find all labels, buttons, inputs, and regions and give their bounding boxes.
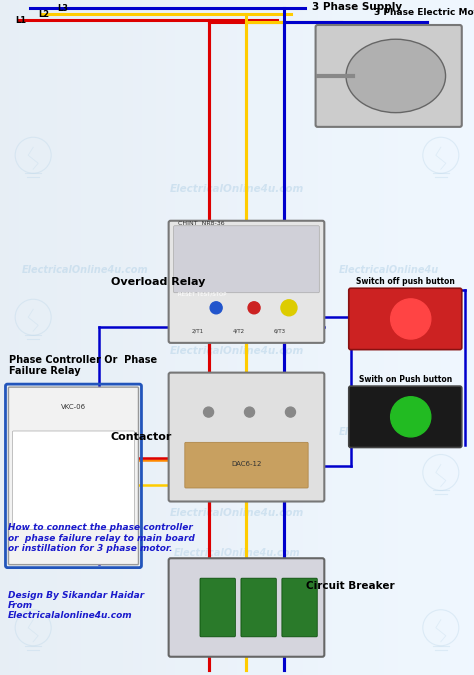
Text: VKC-06: VKC-06 [61,404,86,410]
FancyBboxPatch shape [9,387,138,564]
FancyBboxPatch shape [349,288,462,350]
Text: ElectricalOnline4u.com: ElectricalOnline4u.com [22,265,149,275]
Circle shape [285,407,295,417]
FancyBboxPatch shape [173,225,319,293]
Text: ElectricalOnline4u.com: ElectricalOnline4u.com [173,326,301,335]
Text: 2/T1: 2/T1 [192,329,204,334]
FancyBboxPatch shape [169,558,324,657]
Text: ElectricalOnline4: ElectricalOnline4 [39,427,132,437]
Text: How to connect the phase controller
or  phase failure relay to main board
or ins: How to connect the phase controller or p… [8,523,195,553]
Text: Overload Relay: Overload Relay [110,277,205,287]
Text: Swith on Push button: Swith on Push button [359,375,452,384]
FancyBboxPatch shape [241,578,276,637]
FancyBboxPatch shape [200,578,236,637]
Text: Circuit Breaker: Circuit Breaker [307,580,395,591]
FancyBboxPatch shape [282,578,317,637]
Text: DAC6-12: DAC6-12 [231,461,262,467]
FancyBboxPatch shape [316,25,462,127]
Circle shape [245,407,255,417]
Ellipse shape [346,39,446,113]
Circle shape [281,300,297,316]
Text: Contactor: Contactor [110,432,172,442]
Text: L3: L3 [57,4,68,13]
Circle shape [248,302,260,314]
FancyBboxPatch shape [185,442,308,488]
Text: RESET TEST/STOP: RESET TEST/STOP [178,292,227,297]
Text: ElectricalOnline4u.com: ElectricalOnline4u.com [170,184,304,194]
Text: Switch off push button: Switch off push button [356,277,455,286]
Text: L2: L2 [38,10,49,19]
Text: ElectricalOnline4u.com: ElectricalOnline4u.com [173,549,301,558]
Text: 3 Phase Supply: 3 Phase Supply [312,2,402,12]
Text: ElectricalOnline4u: ElectricalOnline4u [338,265,439,275]
Text: 4/T2: 4/T2 [233,329,245,334]
Circle shape [391,299,431,339]
Text: ElectricalOnline4u.com: ElectricalOnline4u.com [170,508,304,518]
FancyBboxPatch shape [12,431,135,529]
Text: ElectricalOnline4u: ElectricalOnline4u [338,427,439,437]
Text: 6/T3: 6/T3 [274,329,286,334]
Circle shape [391,397,431,437]
FancyBboxPatch shape [169,373,324,502]
Text: 3 Phase Electric Motor: 3 Phase Electric Motor [374,8,474,17]
Text: ElectricalOnline4u.com: ElectricalOnline4u.com [170,346,304,356]
Text: Design By Sikandar Haidar
From
Electricalalonline4u.com: Design By Sikandar Haidar From Electrica… [8,591,144,620]
FancyBboxPatch shape [169,221,324,343]
FancyBboxPatch shape [349,386,462,448]
Circle shape [210,302,222,314]
Text: Phase Controller Or  Phase
Failure Relay: Phase Controller Or Phase Failure Relay [9,354,157,376]
Circle shape [203,407,214,417]
Text: L1: L1 [15,16,26,25]
Text: CHINT  NR8-36: CHINT NR8-36 [178,221,225,225]
